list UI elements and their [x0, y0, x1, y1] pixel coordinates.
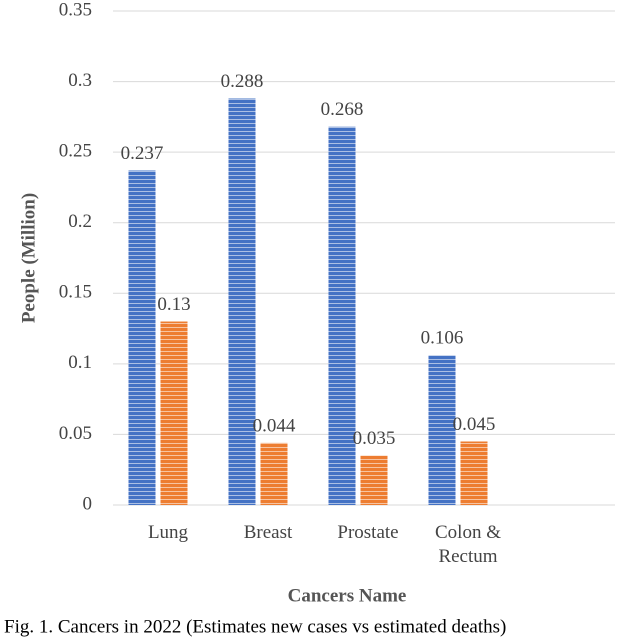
bar — [328, 126, 356, 505]
bar — [428, 355, 456, 505]
y-axis-title: People (Million) — [18, 193, 39, 323]
value-label: 0.045 — [453, 414, 496, 435]
bar — [460, 441, 488, 505]
y-tick-label: 0 — [83, 493, 93, 514]
bar — [160, 321, 188, 505]
bar — [228, 98, 256, 505]
value-label: 0.237 — [121, 143, 164, 164]
y-tick-label: 0.2 — [68, 211, 92, 232]
y-tick-label: 0.35 — [59, 0, 92, 20]
value-label: 0.044 — [253, 415, 296, 436]
value-label: 0.13 — [157, 294, 190, 315]
x-tick-label: Prostate — [337, 522, 399, 543]
x-tick-label: Breast — [243, 522, 293, 543]
y-tick-label: 0.15 — [59, 282, 92, 303]
value-label: 0.268 — [321, 99, 364, 120]
value-label: 0.106 — [421, 328, 464, 349]
x-tick-label: Colon & Rectum — [435, 522, 501, 567]
value-label: 0.288 — [221, 71, 264, 92]
value-label: 0.035 — [353, 428, 396, 449]
bar — [260, 442, 288, 505]
y-tick-label: 0.1 — [68, 352, 92, 373]
y-tick-label: 0.25 — [59, 141, 92, 162]
x-tick-label: Lung — [147, 522, 189, 543]
y-tick-label: 0.05 — [59, 423, 92, 444]
y-tick-label: 0.3 — [68, 70, 92, 91]
bar — [128, 170, 156, 505]
caption: Fig. 1. Cancers in 2022 (Estimates new c… — [4, 616, 506, 637]
bar — [360, 455, 388, 505]
x-axis-title: Cancers Name — [288, 585, 407, 606]
